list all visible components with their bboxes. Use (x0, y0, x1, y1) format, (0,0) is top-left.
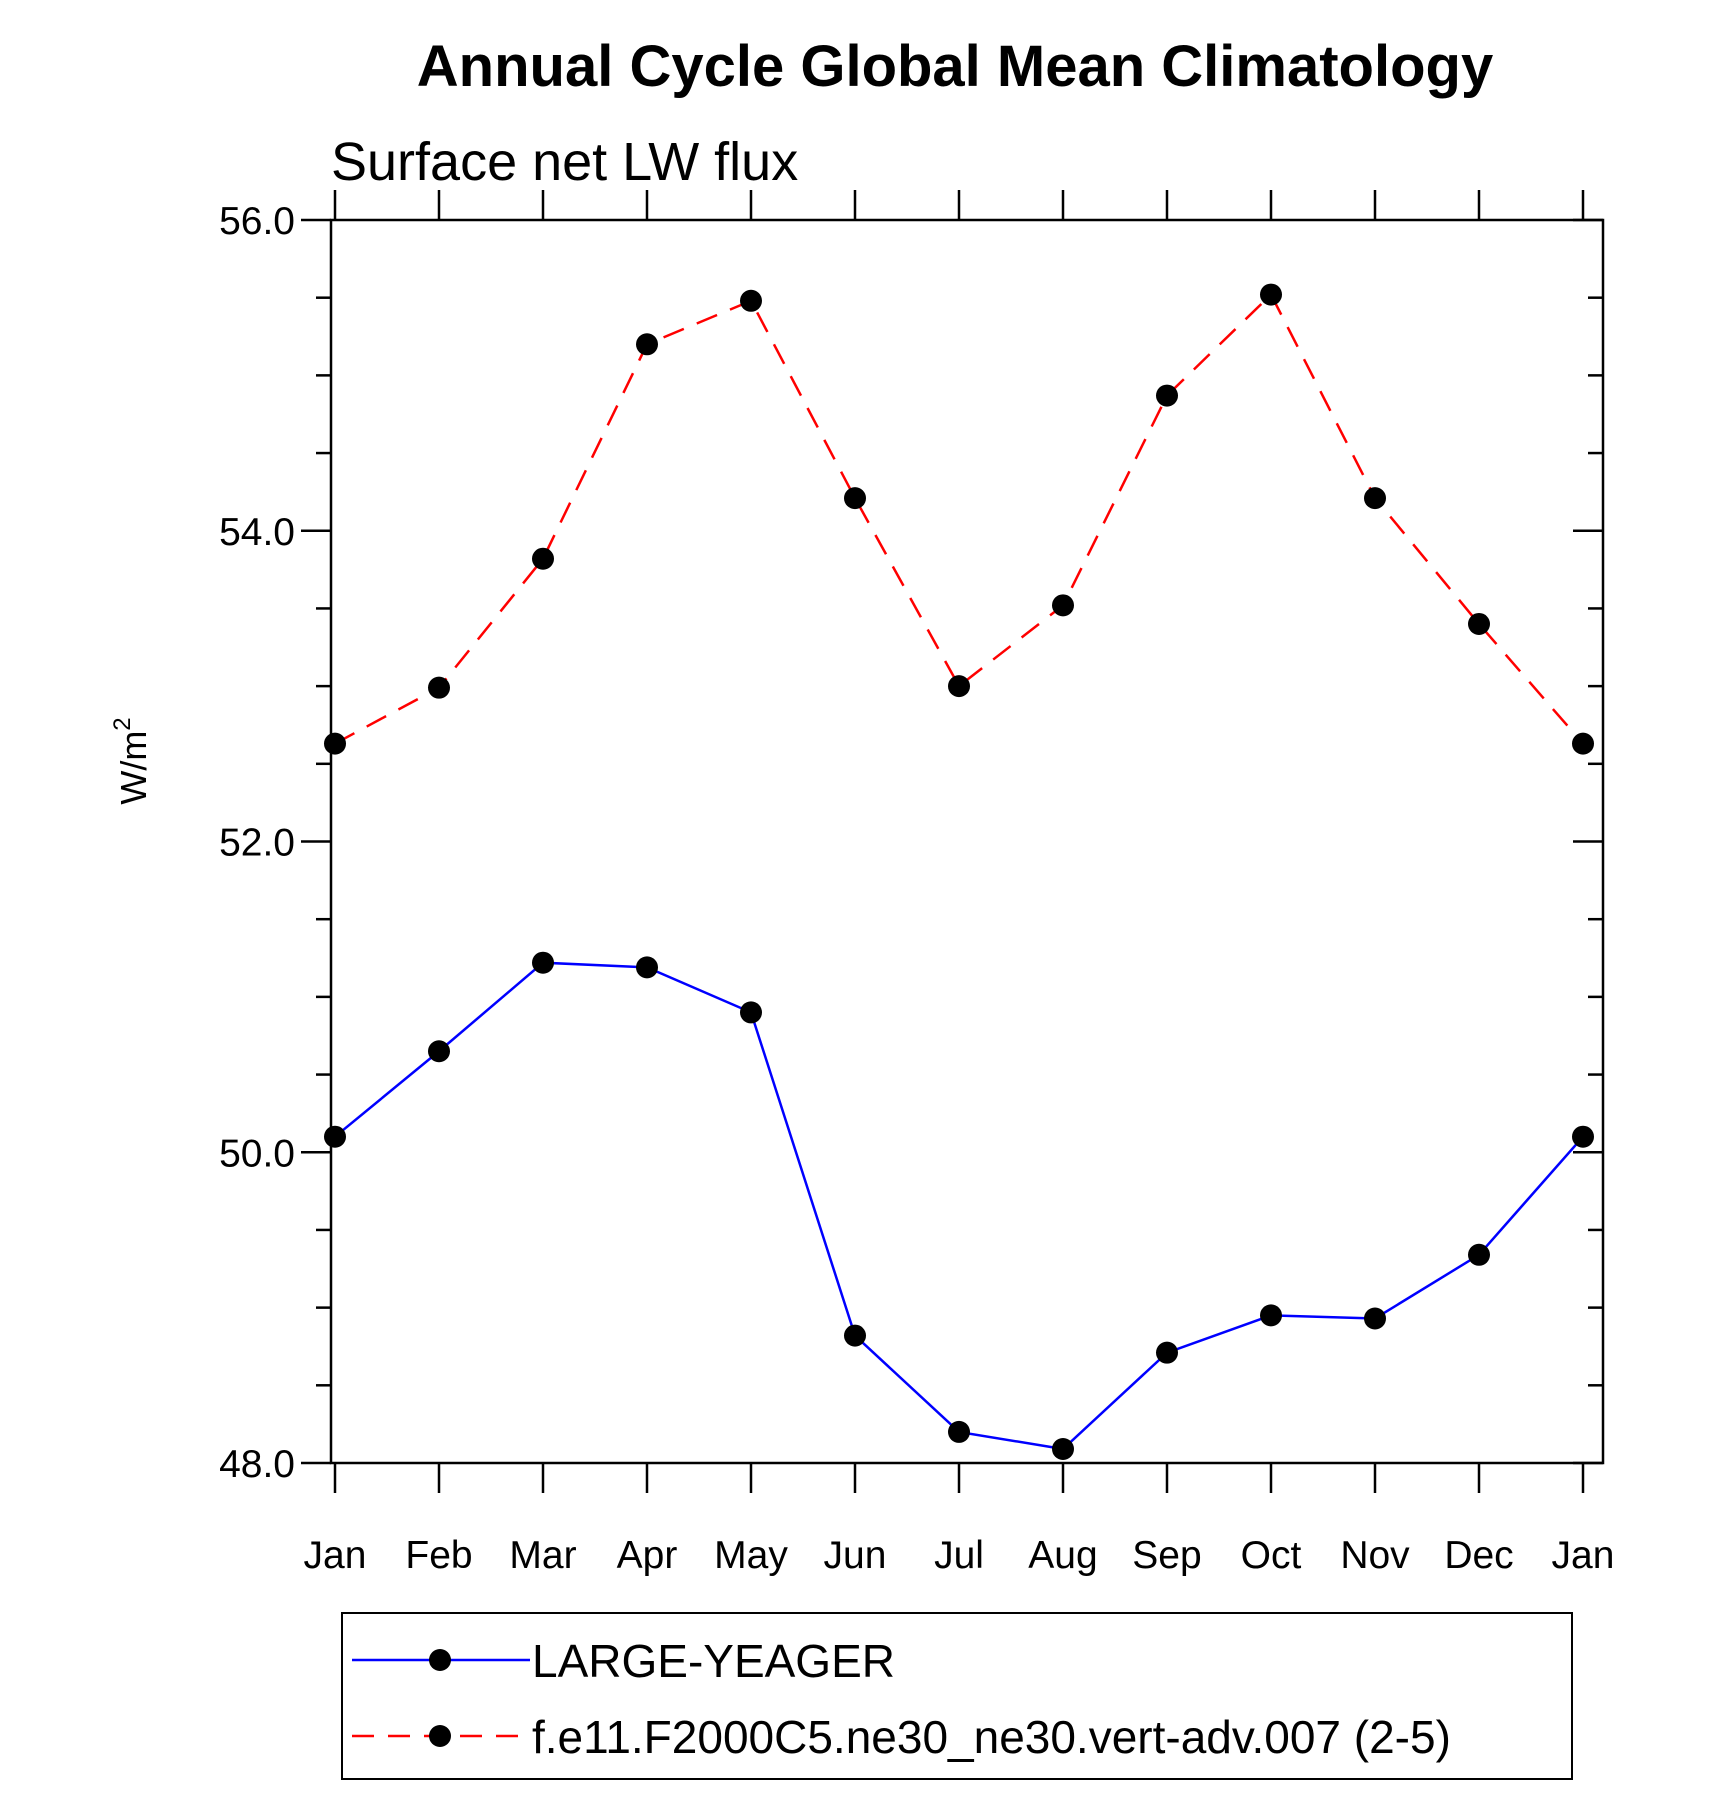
x-tick-label: May (714, 1534, 788, 1577)
y-axis-label-text: W/m (113, 731, 154, 805)
series-line-0 (334, 961, 1584, 1451)
series-1-point (948, 675, 970, 698)
series-0-point (1260, 1304, 1282, 1327)
series-1-point (740, 289, 762, 312)
y-axis-label: W/m2 (109, 717, 154, 804)
series-0-point (844, 1324, 866, 1347)
series-1-point (1468, 612, 1490, 635)
series-1-point (1052, 594, 1074, 617)
plot-frame (329, 218, 1605, 1465)
series-0-point (428, 1040, 450, 1063)
series-1-point (532, 547, 554, 570)
series-1-point (844, 487, 866, 510)
y-tick-label: 50.0 (219, 1132, 295, 1175)
series-1-point (636, 333, 658, 356)
series-1-point (1364, 487, 1386, 510)
x-tick-label: Mar (509, 1534, 576, 1577)
series-0-point (740, 1001, 762, 1024)
x-tick-label: Jan (1552, 1534, 1615, 1577)
series-0-point (636, 956, 658, 979)
series-0-point (1052, 1438, 1074, 1461)
x-tick-label: Oct (1241, 1534, 1302, 1577)
series-0-point (1364, 1307, 1386, 1330)
x-tick-label: Feb (405, 1534, 472, 1577)
x-tick-label: Jul (934, 1534, 984, 1577)
y-tick-label: 48.0 (219, 1443, 295, 1486)
axis-ticks (301, 190, 1603, 1493)
legend-marker-fe11 (429, 1725, 451, 1747)
y-tick-label: 52.0 (219, 822, 295, 865)
y-tick-labels: 48.0 50.0 52.0 54.0 56.0 (219, 200, 295, 1486)
svg-text:W/m2: W/m2 (109, 717, 154, 804)
series-markers (324, 283, 1594, 1461)
x-tick-labels: Jan Feb Mar Apr May Jun Jul Aug Sep Oct Nov Dec Jan (304, 1534, 1615, 1577)
series-1-point (1572, 732, 1594, 755)
series-1-point (1260, 283, 1282, 306)
legend-marker-large-yeager (429, 1649, 451, 1671)
legend-label-fe11: f.e11.F2000C5.ne30_ne30.vert-adv.007 (2-… (532, 1711, 1451, 1763)
legend-label-large-yeager: LARGE-YEAGER (532, 1635, 895, 1687)
y-tick-label: 56.0 (219, 200, 295, 243)
series-0-point (1572, 1125, 1594, 1148)
x-tick-label: Aug (1028, 1534, 1097, 1577)
x-tick-label: Jun (824, 1534, 887, 1577)
x-tick-label: Apr (617, 1534, 678, 1577)
x-tick-label: Jan (304, 1534, 367, 1577)
x-tick-label: Sep (1132, 1534, 1201, 1577)
series-lines (334, 292, 1584, 1451)
series-1-point (324, 732, 346, 755)
y-tick-label: 54.0 (219, 511, 295, 554)
legend-box (341, 1612, 1573, 1780)
x-tick-label: Dec (1444, 1534, 1513, 1577)
series-1-point (428, 676, 450, 699)
series-0-point (1468, 1243, 1490, 1266)
legend: LARGE-YEAGER f.e11.F2000C5.ne30_ne30.ver… (341, 1612, 1573, 1780)
y-axis-label-superscript: 2 (109, 717, 136, 730)
series-1-point (1156, 384, 1178, 407)
series-0-point (324, 1125, 346, 1148)
series-0-point (1156, 1341, 1178, 1364)
x-tick-label: Nov (1340, 1534, 1410, 1577)
chart-subtitle: Surface net LW flux (331, 132, 798, 192)
series-0-point (948, 1420, 970, 1443)
series-0-point (532, 951, 554, 974)
chart-title: Annual Cycle Global Mean Climatology (417, 34, 1493, 99)
